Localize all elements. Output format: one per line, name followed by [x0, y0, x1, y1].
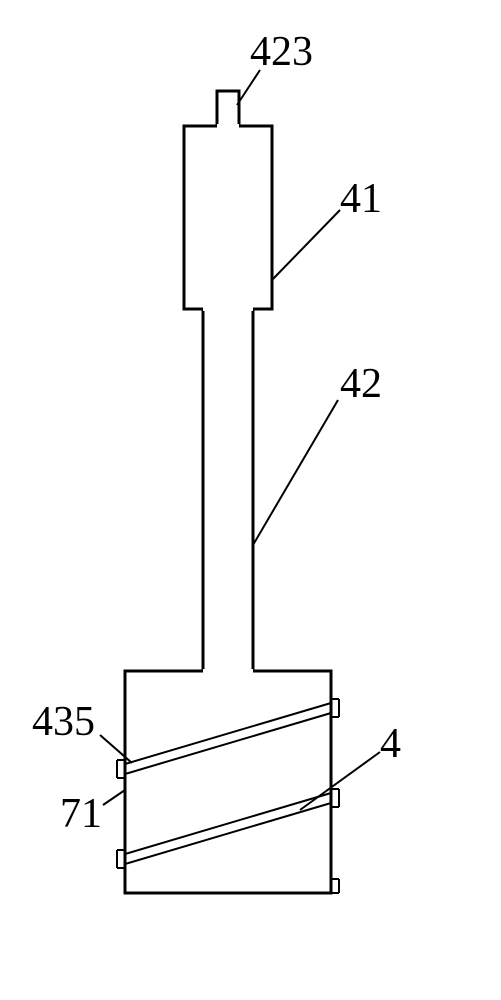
label-71: 71	[60, 790, 102, 838]
label-41: 41	[340, 175, 382, 223]
mechanical-figure	[0, 0, 501, 1000]
label-435: 435	[32, 698, 95, 746]
label-42: 42	[340, 360, 382, 408]
label-4: 4	[380, 720, 401, 768]
label-423: 423	[250, 28, 313, 76]
